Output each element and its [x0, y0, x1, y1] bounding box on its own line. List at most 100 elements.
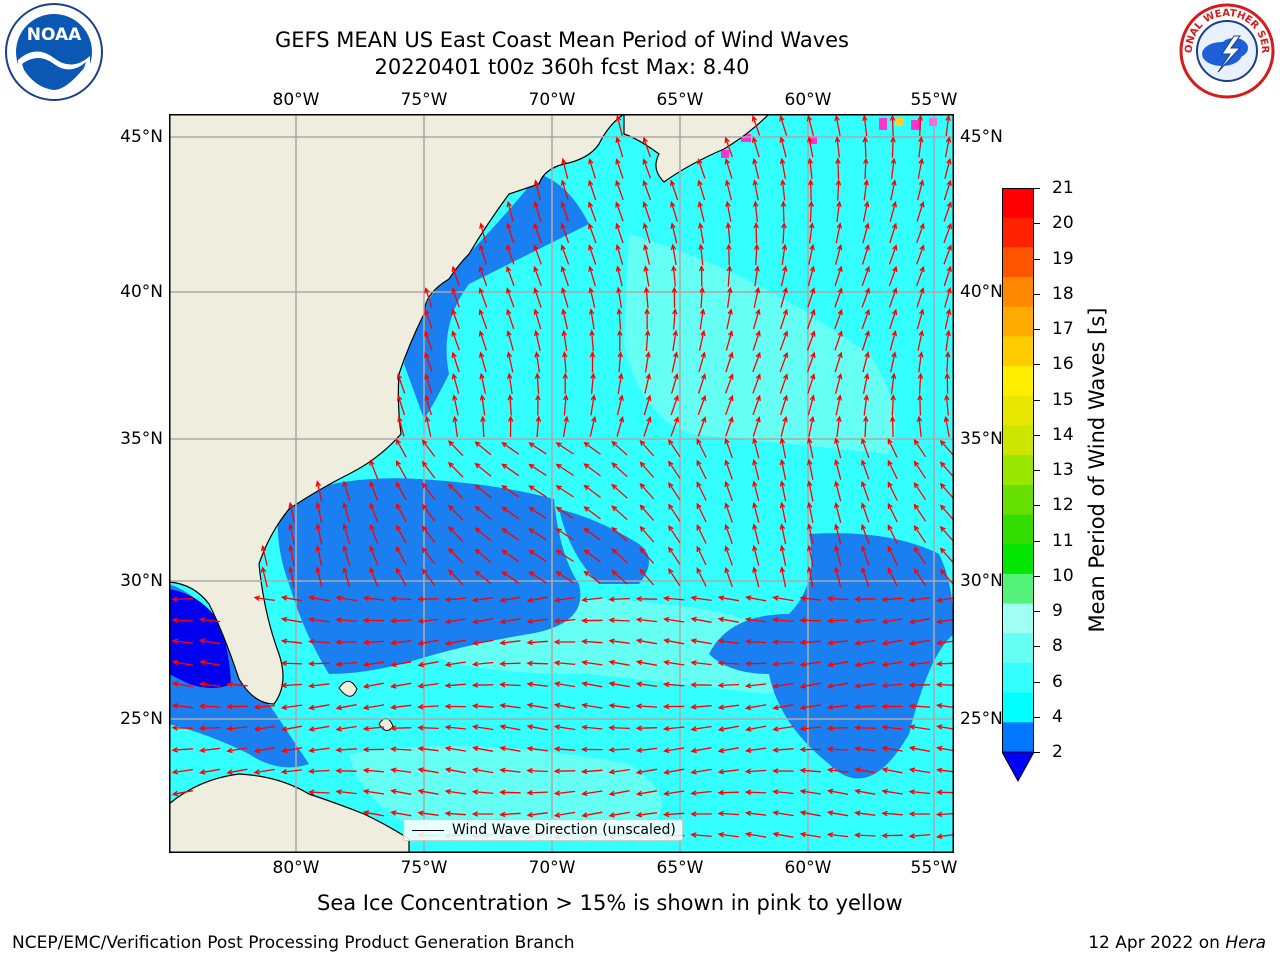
- wave-direction-arrow: [501, 441, 520, 455]
- wave-direction-arrow: [939, 482, 954, 500]
- wave-direction-arrow: [362, 810, 385, 817]
- wave-direction-arrow: [506, 287, 515, 308]
- wave-direction-arrow: [389, 595, 412, 602]
- wave-direction-arrow: [198, 638, 221, 645]
- wave-direction-arrow: [726, 264, 733, 287]
- wave-direction-arrow: [854, 767, 876, 774]
- wave-direction-arrow: [561, 329, 568, 351]
- wave-direction-arrow: [863, 179, 870, 201]
- wave-direction-arrow: [555, 571, 574, 584]
- wave-direction-arrow: [697, 179, 706, 201]
- wave-direction-arrow: [751, 115, 761, 136]
- wave-direction-arrow: [639, 568, 655, 586]
- wave-direction-arrow: [421, 482, 436, 500]
- wave-direction-arrow: [562, 372, 568, 395]
- wave-direction-arrow: [280, 682, 303, 689]
- wave-direction-arrow: [807, 265, 816, 287]
- colorbar-tick-label: 19: [1052, 248, 1074, 269]
- wave-direction-arrow: [395, 460, 407, 480]
- wave-direction-arrow: [916, 201, 925, 222]
- wave-direction-arrow: [639, 482, 655, 500]
- wave-direction-arrow: [834, 480, 842, 502]
- wave-direction-arrow: [836, 200, 842, 222]
- sea-ice-note: Sea Ice Concentration > 15% is shown in …: [317, 891, 903, 915]
- wave-direction-arrow: [939, 439, 954, 457]
- wave-direction-arrow: [617, 372, 624, 395]
- wave-direction-arrow: [724, 136, 733, 158]
- wave-direction-arrow: [499, 661, 521, 667]
- wave-direction-arrow: [280, 595, 303, 602]
- wave-direction-arrow: [581, 681, 603, 688]
- wave-direction-arrow: [671, 265, 677, 287]
- wave-direction-arrow: [471, 724, 494, 731]
- wave-direction-arrow: [471, 682, 494, 688]
- legend-line-swatch: [412, 829, 444, 831]
- wave-direction-arrow: [452, 394, 459, 416]
- colorbar-bin: [1002, 722, 1034, 753]
- wave-direction-arrow: [725, 329, 734, 351]
- wave-direction-arrow: [888, 265, 898, 287]
- wave-direction-arrow: [308, 747, 330, 754]
- wave-direction-arrow: [908, 833, 931, 839]
- wave-direction-arrow: [745, 725, 767, 732]
- wave-direction-arrow: [697, 416, 707, 437]
- wave-direction-arrow: [808, 415, 815, 437]
- wave-direction-arrow: [171, 638, 193, 644]
- wave-direction-arrow: [171, 617, 194, 623]
- land-cuba: [169, 773, 410, 853]
- wave-direction-arrow: [724, 157, 733, 179]
- wave-direction-arrow: [226, 768, 248, 775]
- wave-direction-arrow: [889, 329, 898, 351]
- wave-direction-arrow: [663, 747, 685, 754]
- wave-direction-arrow: [616, 286, 623, 309]
- colorbar-tick-mark: [1034, 716, 1040, 718]
- wave-direction-arrow: [390, 640, 412, 646]
- wave-direction-arrow: [908, 789, 931, 795]
- wave-direction-arrow: [806, 437, 814, 459]
- wave-direction-arrow: [417, 767, 439, 774]
- wave-direction-arrow: [779, 351, 789, 373]
- wave-direction-arrow: [417, 682, 439, 689]
- wave-direction-arrow: [908, 639, 931, 646]
- wave-direction-arrow: [362, 788, 385, 795]
- wave-direction-arrow: [808, 243, 815, 265]
- colorbar-label: Mean Period of Wind Waves [s]: [1085, 307, 1109, 633]
- wave-direction-arrow: [917, 114, 924, 137]
- wave-direction-arrow: [615, 201, 624, 222]
- wave-direction-arrow: [744, 638, 767, 645]
- blue-region: [559, 509, 649, 584]
- wave-direction-arrow: [171, 768, 193, 775]
- wave-direction-arrow: [444, 639, 466, 646]
- wave-direction-arrow: [501, 570, 520, 584]
- wave-direction-arrow: [417, 746, 439, 752]
- wave-direction-arrow: [890, 157, 897, 179]
- wave-direction-arrow: [724, 179, 733, 201]
- wave-direction-arrow: [662, 595, 685, 602]
- wave-direction-arrow: [335, 661, 357, 667]
- wave-direction-arrow: [887, 459, 898, 480]
- colorbar-tick-label: 14: [1052, 424, 1074, 445]
- wave-period-map: [169, 114, 954, 853]
- wave-direction-arrow: [854, 746, 876, 752]
- wave-direction-arrow: [834, 501, 842, 523]
- wave-direction-arrow: [424, 330, 433, 351]
- wave-direction-arrow: [611, 569, 628, 585]
- wave-direction-arrow: [744, 747, 767, 754]
- wave-direction-arrow: [308, 660, 330, 667]
- wave-direction-arrow: [772, 789, 794, 795]
- colorbar-tick-mark: [1034, 505, 1040, 507]
- wave-direction-arrow: [611, 548, 628, 564]
- wave-direction-arrow: [451, 351, 460, 373]
- wave-direction-arrow: [588, 265, 596, 287]
- wave-direction-arrow: [834, 287, 843, 308]
- wave-direction-arrow: [944, 394, 950, 416]
- wave-direction-arrow: [615, 136, 624, 158]
- wave-direction-arrow: [260, 566, 268, 588]
- wave-direction-arrow: [913, 481, 927, 501]
- wave-direction-arrow: [744, 616, 767, 623]
- wave-direction-arrow: [690, 595, 712, 602]
- wave-direction-arrow: [663, 638, 685, 645]
- wave-direction-arrow: [526, 767, 548, 774]
- wave-direction-arrow: [587, 222, 597, 244]
- wave-direction-arrow: [943, 244, 952, 265]
